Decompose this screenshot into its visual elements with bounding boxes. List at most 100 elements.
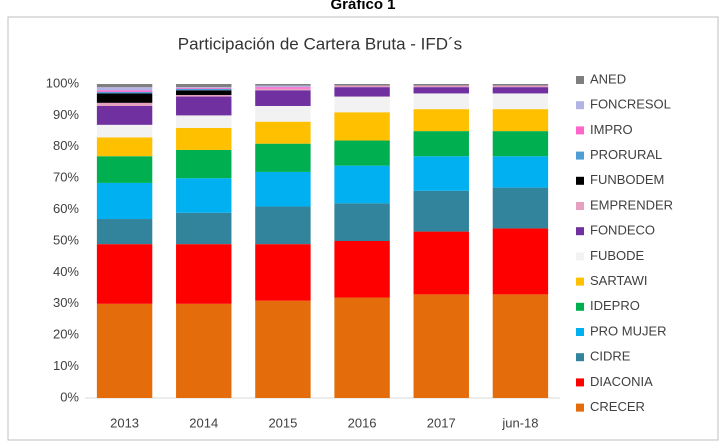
bar-segment: [334, 297, 390, 398]
bar-segment: [334, 203, 390, 241]
bar-segment: [96, 303, 153, 398]
y-tick-label: 60%: [53, 201, 79, 216]
bar-segment: [96, 105, 153, 125]
y-tick-label: 70%: [53, 170, 79, 185]
bar-segment: [255, 87, 311, 89]
bar-segment: [334, 85, 390, 88]
bar-segment: [255, 300, 311, 398]
legend-label: DIACONIA: [590, 374, 653, 389]
legend-swatch: [576, 302, 584, 311]
bar-segment: [176, 87, 232, 88]
y-tick-label: 20%: [53, 327, 79, 342]
bar-segment: [96, 219, 153, 245]
y-tick-label: 0%: [60, 389, 79, 404]
legend-swatch: [576, 76, 584, 84]
legend-swatch: [576, 403, 584, 412]
legend-swatch: [576, 176, 584, 185]
bar-segment: [96, 91, 153, 94]
bar-segment: [176, 244, 232, 304]
legend-swatch: [576, 328, 584, 336]
bar-segment: [176, 94, 232, 97]
bar-segment: [492, 93, 549, 110]
bar-segment: [255, 88, 311, 91]
bar-segment: [413, 294, 469, 398]
legend-label: IMPRO: [590, 122, 633, 137]
legend-swatch: [576, 277, 584, 286]
bar-segment: [255, 171, 311, 207]
bar-segment: [413, 190, 469, 232]
legend-swatch: [576, 353, 584, 362]
legend-label: PRO MUJER: [590, 323, 667, 338]
legend-label: FUBODE: [590, 248, 645, 263]
bar-segment: [176, 90, 232, 95]
legend-label: SARTAWI: [590, 273, 648, 288]
legend-label: CIDRE: [590, 349, 631, 364]
legend-label: EMPRENDER: [590, 197, 673, 212]
bar-segment: [96, 244, 153, 304]
x-tick-label: 2016: [348, 415, 377, 430]
bar-segment: [492, 109, 549, 132]
legend-label: FONCRESOL: [590, 97, 671, 112]
bar-segment: [334, 241, 390, 298]
bar-segment: [413, 156, 469, 191]
bar-segment: [334, 87, 390, 97]
y-tick-label: 80%: [53, 138, 79, 153]
bar-segment: [492, 84, 549, 86]
bar-segment: [176, 212, 232, 245]
bar-segment: [334, 112, 390, 141]
bar-segment: [96, 124, 153, 138]
bar-segment: [334, 84, 390, 86]
bar-segment: [492, 131, 549, 157]
legend-label: ANED: [590, 71, 626, 86]
x-tick-label: 2014: [189, 415, 218, 430]
bar-segment: [492, 156, 549, 188]
bar-segment: [176, 303, 232, 398]
bar-segment: [96, 93, 153, 103]
x-tick-label: jun-18: [501, 415, 538, 430]
bar-segment: [255, 84, 311, 86]
bar-segment: [492, 85, 549, 88]
legend-swatch: [576, 126, 584, 135]
x-tick-label: 2013: [110, 415, 139, 430]
legend-label: CRECER: [590, 399, 645, 414]
x-tick-label: 2017: [427, 415, 456, 430]
bar-segment: [492, 87, 549, 94]
bar-segment: [255, 90, 311, 106]
legend-swatch: [576, 202, 584, 210]
bar-segment: [176, 127, 232, 150]
bar-segment: [413, 85, 469, 88]
bar-segment: [413, 87, 469, 94]
bar-segment: [255, 206, 311, 245]
bar-segment: [96, 90, 153, 92]
bar-segment: [334, 96, 390, 113]
bar-segment: [176, 115, 232, 128]
legend-label: IDEPRO: [590, 298, 640, 313]
bar-segment: [176, 87, 232, 89]
bar-segment: [413, 84, 469, 86]
bar-segment: [492, 228, 549, 295]
caption: Gráfico 1: [330, 0, 395, 13]
legend-swatch: [576, 378, 584, 387]
bar-segment: [96, 156, 153, 183]
bar-segment: [413, 131, 469, 157]
bar-segment: [96, 102, 153, 106]
y-tick-label: 90%: [53, 107, 79, 122]
legend-swatch: [576, 151, 584, 160]
legend-swatch: [576, 252, 584, 261]
y-tick-label: 100%: [46, 75, 80, 90]
bar-segment: [334, 140, 390, 166]
legend-label: PRORURAL: [590, 147, 662, 162]
chart-title: Participación de Cartera Bruta - IFD´s: [178, 34, 462, 53]
legend-swatch: [576, 227, 584, 236]
bar-segment: [492, 187, 549, 229]
bar-segment: [96, 87, 153, 91]
x-tick-label: 2015: [268, 415, 297, 430]
bar-segment: [255, 121, 311, 144]
y-tick-label: 10%: [53, 358, 79, 373]
bar-segment: [334, 165, 390, 204]
bar-segment: [96, 84, 153, 88]
bar-segment: [176, 96, 232, 116]
legend-label: FONDECO: [590, 223, 655, 238]
bar-segment: [255, 105, 311, 122]
